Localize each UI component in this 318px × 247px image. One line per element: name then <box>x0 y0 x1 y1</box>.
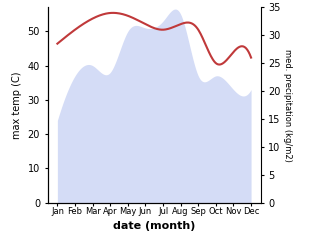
X-axis label: date (month): date (month) <box>113 221 196 231</box>
Y-axis label: med. precipitation (kg/m2): med. precipitation (kg/m2) <box>283 49 292 161</box>
Y-axis label: max temp (C): max temp (C) <box>12 71 22 139</box>
